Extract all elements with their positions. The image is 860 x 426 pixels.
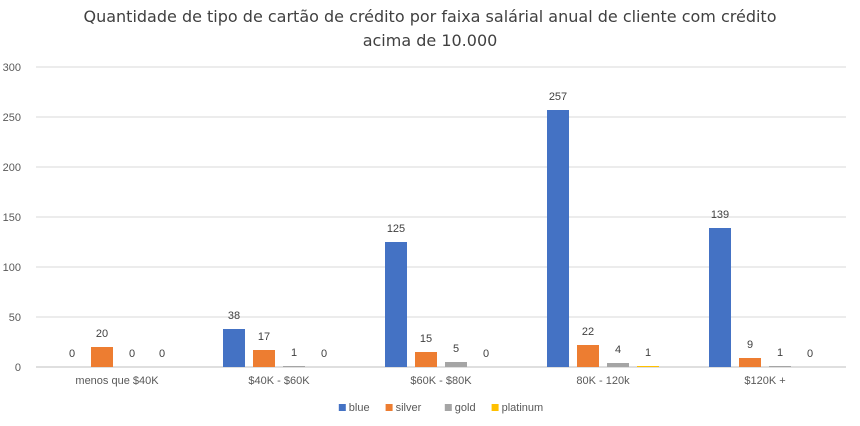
y-tick-label: 100 (3, 262, 21, 274)
data-label-blue: 139 (711, 209, 729, 221)
data-label-silver: 17 (258, 331, 270, 343)
data-label-platinum: 0 (483, 348, 489, 360)
y-tick-label: 300 (3, 62, 21, 74)
y-tick-label: 50 (9, 312, 21, 324)
bar-blue (547, 110, 569, 367)
y-tick-label: 200 (3, 162, 21, 174)
bar-silver (739, 358, 761, 367)
data-label-blue: 0 (69, 348, 75, 360)
legend-swatch-platinum (491, 404, 499, 411)
data-label-blue: 38 (228, 310, 240, 322)
data-label-gold: 4 (615, 344, 621, 356)
data-label-platinum: 0 (807, 348, 813, 360)
data-label-gold: 1 (291, 347, 297, 359)
y-tick-label: 250 (3, 112, 21, 124)
bar-gold (445, 362, 467, 367)
bar-silver (253, 350, 275, 367)
legend-label-platinum: platinum (502, 402, 544, 414)
data-label-platinum: 0 (321, 348, 327, 360)
y-tick-label: 150 (3, 212, 21, 224)
x-tick-label: 80K - 120k (576, 375, 630, 387)
bar-blue (223, 329, 245, 367)
x-tick-label: $40K - $60K (248, 375, 310, 387)
chart-title-line2: acima de 10.000 (362, 31, 498, 50)
legend-swatch-silver (385, 404, 393, 411)
bar-silver (415, 352, 437, 367)
data-label-blue: 125 (387, 223, 405, 235)
data-label-silver: 15 (420, 333, 432, 345)
legend-label-silver: silver (396, 402, 422, 414)
data-label-gold: 5 (453, 343, 459, 355)
legend-swatch-blue (338, 404, 346, 411)
x-tick-label: menos que $40K (75, 375, 159, 387)
bar-gold (283, 366, 305, 367)
legend-label-gold: gold (455, 402, 476, 414)
data-label-platinum: 0 (159, 348, 165, 360)
data-label-blue: 257 (549, 91, 567, 103)
data-label-gold: 0 (129, 348, 135, 360)
x-tick-label: $60K - $80K (410, 375, 472, 387)
data-label-platinum: 1 (645, 347, 651, 359)
y-tick-label: 0 (15, 362, 21, 374)
data-label-silver: 22 (582, 326, 594, 338)
bar-silver (91, 347, 113, 367)
bar-silver (577, 345, 599, 367)
x-tick-label: $120K + (744, 375, 785, 387)
data-label-gold: 1 (777, 347, 783, 359)
bar-blue (709, 228, 731, 367)
legend-label-blue: blue (349, 402, 370, 414)
data-label-silver: 9 (747, 339, 753, 351)
data-label-silver: 20 (96, 328, 108, 340)
chart-title-line1: Quantidade de tipo de cartão de crédito … (83, 7, 777, 26)
bar-gold (769, 366, 791, 367)
legend-swatch-gold (444, 404, 452, 411)
bar-blue (385, 242, 407, 367)
bar-platinum (637, 366, 659, 367)
bar-gold (607, 363, 629, 367)
